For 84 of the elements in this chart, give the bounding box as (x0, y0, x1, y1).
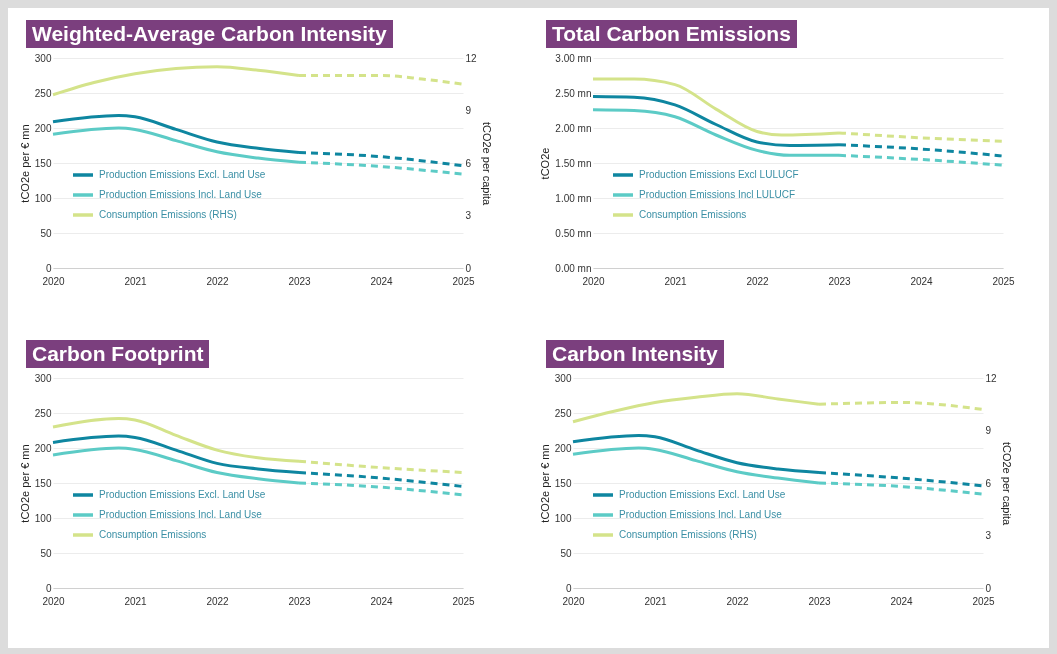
y-tick-label: 2.50 mn (555, 87, 592, 99)
y-tick-label: 0 (45, 262, 52, 274)
y2-tick-label: 6 (985, 477, 992, 489)
y2-tick-label: 0 (465, 262, 472, 274)
x-tick-label: 2023 (288, 595, 312, 607)
y-tick-label: 0.50 mn (555, 227, 592, 239)
y-tick-label: 200 (34, 122, 52, 134)
y2-axis-title: tCO2e per capita (1000, 441, 1013, 526)
y-tick-label: 3.00 mn (555, 52, 592, 64)
x-tick-label: 2021 (664, 275, 688, 287)
chart-title: Carbon Footprint (26, 340, 210, 368)
legend-label: Production Emissions Excl LULUCF (639, 169, 799, 180)
y-axis-title: tCO2e (539, 147, 552, 180)
legend-label: Production Emissions Excl. Land Use (99, 489, 266, 500)
y2-tick-label: 12 (985, 372, 998, 384)
chart-title: Weighted-Average Carbon Intensity (26, 20, 393, 48)
x-tick-label: 2025 (992, 275, 1016, 287)
x-tick-label: 2020 (42, 595, 66, 607)
y-tick-label: 300 (34, 52, 52, 64)
x-tick-label: 2023 (808, 595, 832, 607)
x-tick-label: 2022 (206, 275, 230, 287)
legend-label: Production Emissions Incl LULUCF (639, 189, 796, 200)
legend-label: Consumption Emissions (99, 529, 207, 540)
y2-tick-label: 3 (465, 210, 472, 221)
y-axis-title: tCO2e per € mn (18, 124, 31, 203)
y-axis-title: tCO2e per € mn (18, 444, 31, 523)
y-tick-label: 100 (554, 512, 572, 524)
x-tick-label: 2025 (972, 595, 996, 607)
y-tick-label: 250 (554, 407, 572, 419)
x-tick-label: 2024 (910, 275, 934, 287)
x-tick-label: 2022 (206, 595, 230, 607)
y-tick-label: 1.50 mn (555, 157, 592, 169)
y-tick-label: 50 (40, 547, 52, 559)
y2-tick-label: 6 (465, 157, 472, 169)
x-tick-label: 2022 (746, 275, 770, 287)
y2-tick-label: 9 (985, 425, 992, 436)
x-tick-label: 2022 (726, 595, 750, 607)
y-tick-label: 150 (34, 477, 52, 489)
legend-label: Consumption Emissions (RHS) (619, 529, 757, 540)
x-tick-label: 2025 (452, 275, 476, 287)
y-tick-label: 100 (34, 512, 52, 524)
y-tick-label: 0.00 mn (555, 262, 592, 274)
y-tick-label: 150 (554, 477, 572, 489)
legend-label: Consumption Emissions (RHS) (99, 209, 237, 220)
y2-tick-label: 0 (985, 582, 992, 594)
x-tick-label: 2021 (124, 275, 148, 287)
x-tick-label: 2024 (370, 275, 394, 287)
y-axis-title: tCO2e per € mn (538, 444, 551, 523)
chart-title: Carbon Intensity (546, 340, 724, 368)
legend-label: Production Emissions Excl. Land Use (99, 169, 266, 180)
legend-label: Production Emissions Incl. Land Use (619, 509, 783, 520)
legend-label: Production Emissions Incl. Land Use (99, 509, 263, 520)
y-tick-label: 300 (554, 372, 572, 384)
y-tick-label: 200 (554, 442, 572, 454)
x-tick-label: 2025 (452, 595, 476, 607)
legend-label: Consumption Emissions (639, 209, 747, 220)
y-tick-label: 100 (34, 192, 52, 204)
y-tick-label: 150 (34, 157, 52, 169)
y-tick-label: 250 (34, 87, 52, 99)
x-tick-label: 2024 (370, 595, 394, 607)
y2-tick-label: 9 (465, 105, 472, 116)
x-tick-label: 2020 (42, 275, 66, 287)
x-tick-label: 2020 (582, 275, 606, 287)
y2-tick-label: 3 (985, 530, 992, 541)
y-tick-label: 50 (560, 547, 572, 559)
x-tick-label: 2023 (288, 275, 312, 287)
y2-axis-title: tCO2e per capita (480, 121, 493, 206)
y-tick-label: 1.00 mn (555, 192, 592, 204)
y-tick-label: 300 (34, 372, 52, 384)
legend-label: Production Emissions Excl. Land Use (619, 489, 786, 500)
y-tick-label: 0 (45, 582, 52, 594)
y-tick-label: 50 (40, 227, 52, 239)
y-tick-label: 250 (34, 407, 52, 419)
y-tick-label: 0 (565, 582, 572, 594)
y-tick-label: 2.00 mn (555, 122, 592, 134)
x-tick-label: 2020 (562, 595, 586, 607)
y2-tick-label: 12 (465, 52, 478, 64)
x-tick-label: 2023 (828, 275, 852, 287)
y-tick-label: 200 (34, 442, 52, 454)
x-tick-label: 2021 (124, 595, 148, 607)
chart-title: Total Carbon Emissions (546, 20, 797, 48)
x-tick-label: 2024 (890, 595, 914, 607)
x-tick-label: 2021 (644, 595, 668, 607)
legend-label: Production Emissions Incl. Land Use (99, 189, 263, 200)
